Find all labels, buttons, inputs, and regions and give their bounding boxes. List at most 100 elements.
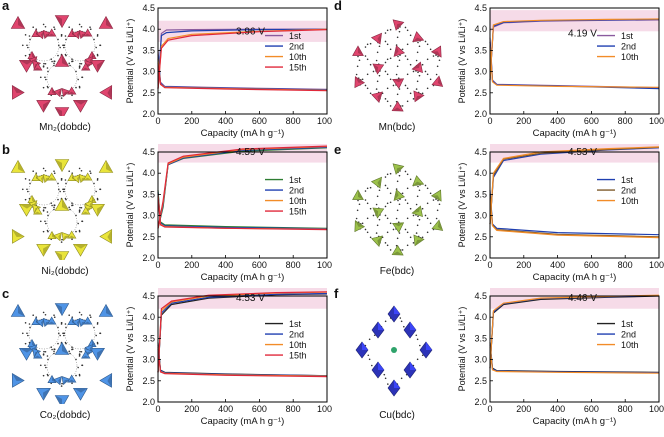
- linker-atom: [436, 209, 439, 212]
- linker-atom: [429, 222, 432, 225]
- linker-atom: [99, 188, 102, 191]
- linker-atom: [53, 62, 55, 65]
- panel-letter: f: [334, 286, 339, 301]
- polyhedron: [392, 78, 405, 90]
- linker-atom: [406, 100, 409, 103]
- linker-atom: [401, 192, 404, 195]
- linker-atom: [78, 86, 81, 89]
- linker-atom: [80, 206, 83, 209]
- panel-letter: a: [2, 0, 10, 13]
- plot-frame: [489, 295, 660, 403]
- mof-name: Ni₂(dobdc): [41, 266, 89, 277]
- linker-atom: [93, 326, 95, 329]
- linker-atom: [44, 350, 47, 353]
- polyhedron: [391, 100, 404, 112]
- linker-atom: [71, 382, 73, 385]
- linker-atom: [53, 26, 55, 29]
- polyhedron: [430, 45, 442, 58]
- panel-f: f Cu(bdc) 0 200 400 600 800 1000 2.0 2.5 3.0 3.5 4.0…: [332, 286, 664, 432]
- linker-atom: [384, 61, 387, 64]
- linker-atom: [89, 28, 92, 31]
- linker-atom: [77, 78, 79, 81]
- legend-label-2nd: 2nd: [289, 42, 304, 52]
- charge-discharge-plot: 0 200 400 600 800 1000 2.0 2.5 3.0 3.5 4.0 4.5 Capac…: [122, 0, 337, 144]
- linker-atom: [429, 48, 432, 51]
- polyhedron: [413, 234, 425, 247]
- legend-label-10th: 10th: [289, 196, 307, 206]
- x-tick-label: 0: [487, 404, 492, 414]
- linker-atom: [398, 203, 401, 206]
- linker-atom: [65, 38, 67, 41]
- linker-atom: [53, 206, 55, 209]
- linker-atom: [80, 62, 83, 65]
- legend-label-10th: 10th: [621, 340, 639, 350]
- linker-atom: [364, 190, 367, 192]
- mof-structure-image: [10, 303, 114, 409]
- linker-atom: [43, 206, 45, 209]
- linker-atom: [406, 29, 409, 32]
- x-axis-label: Capacity (mA h g⁻¹): [533, 416, 617, 427]
- linker-atom: [361, 78, 364, 81]
- linker-atom: [57, 198, 59, 201]
- polyhedron: [54, 197, 70, 211]
- linker-atom: [68, 206, 71, 209]
- x-axis-label: Capacity (mA h g⁻¹): [533, 128, 617, 139]
- linker-atom: [62, 44, 64, 47]
- linker-atom: [375, 232, 378, 234]
- linker-atom: [93, 182, 95, 185]
- structure-holder: [8, 156, 116, 265]
- linker-atom: [78, 210, 81, 212]
- polyhedron: [371, 235, 383, 247]
- linker-atom: [406, 244, 409, 247]
- linker-atom: [24, 34, 27, 36]
- linker-atom: [53, 316, 56, 319]
- y-axis-label: Potential (V vs Li/Li⁺): [125, 19, 135, 104]
- y-tick-label: 3.0: [474, 211, 487, 221]
- polyhedron: [18, 59, 34, 73]
- series-15th-discharge-line: [157, 348, 328, 378]
- x-tick-label: 400: [550, 116, 565, 126]
- linker-atom: [42, 374, 45, 377]
- linker-atom: [416, 224, 419, 227]
- linker-atom: [42, 86, 45, 89]
- plot-svg: 0 200 400 600 800 1000 2.0 2.5 3.0 3.5 4.0 4.5 Capac…: [457, 141, 664, 283]
- linker-atom: [389, 192, 392, 195]
- linker-atom: [356, 209, 359, 212]
- linker-atom: [96, 197, 99, 200]
- linker-atom: [71, 202, 73, 205]
- x-tick-label: 600: [252, 260, 267, 270]
- y-tick-label: 2.5: [142, 376, 155, 386]
- polyhedron: [11, 84, 25, 100]
- polyhedron: [99, 372, 113, 388]
- linker-atom: [53, 314, 55, 317]
- linker-atom: [57, 332, 60, 335]
- voltage-annotation: 4.19 V: [568, 29, 597, 40]
- legend-label-1st: 1st: [621, 319, 634, 329]
- linker-atom: [419, 344, 421, 347]
- linker-atom: [409, 236, 412, 239]
- linker-atom: [366, 87, 369, 90]
- polyhedron: [392, 19, 405, 31]
- linker-atom: [376, 224, 379, 227]
- y-tick-label: 2.0: [142, 397, 155, 407]
- polyhedron: [53, 232, 62, 242]
- linker-atom: [426, 217, 429, 220]
- linker-atom: [389, 201, 392, 204]
- linker-atom: [426, 73, 429, 76]
- y-tick-label: 3.0: [474, 67, 487, 77]
- linker-atom: [356, 65, 359, 68]
- x-tick-label: 1000: [649, 260, 664, 270]
- series-10th-charge-line: [489, 146, 660, 225]
- linker-atom: [53, 60, 56, 63]
- linker-atom: [32, 170, 35, 173]
- y-tick-label: 2.5: [142, 232, 155, 242]
- linker-atom: [53, 64, 55, 67]
- polyhedron: [371, 91, 383, 103]
- linker-atom: [57, 44, 60, 47]
- x-axis-label: Capacity (mA h g⁻¹): [201, 128, 285, 139]
- linker-atom: [384, 320, 387, 323]
- linker-atom: [364, 199, 367, 201]
- linker-atom: [75, 70, 77, 73]
- plot-frame: [489, 151, 660, 259]
- linker-atom: [57, 326, 59, 329]
